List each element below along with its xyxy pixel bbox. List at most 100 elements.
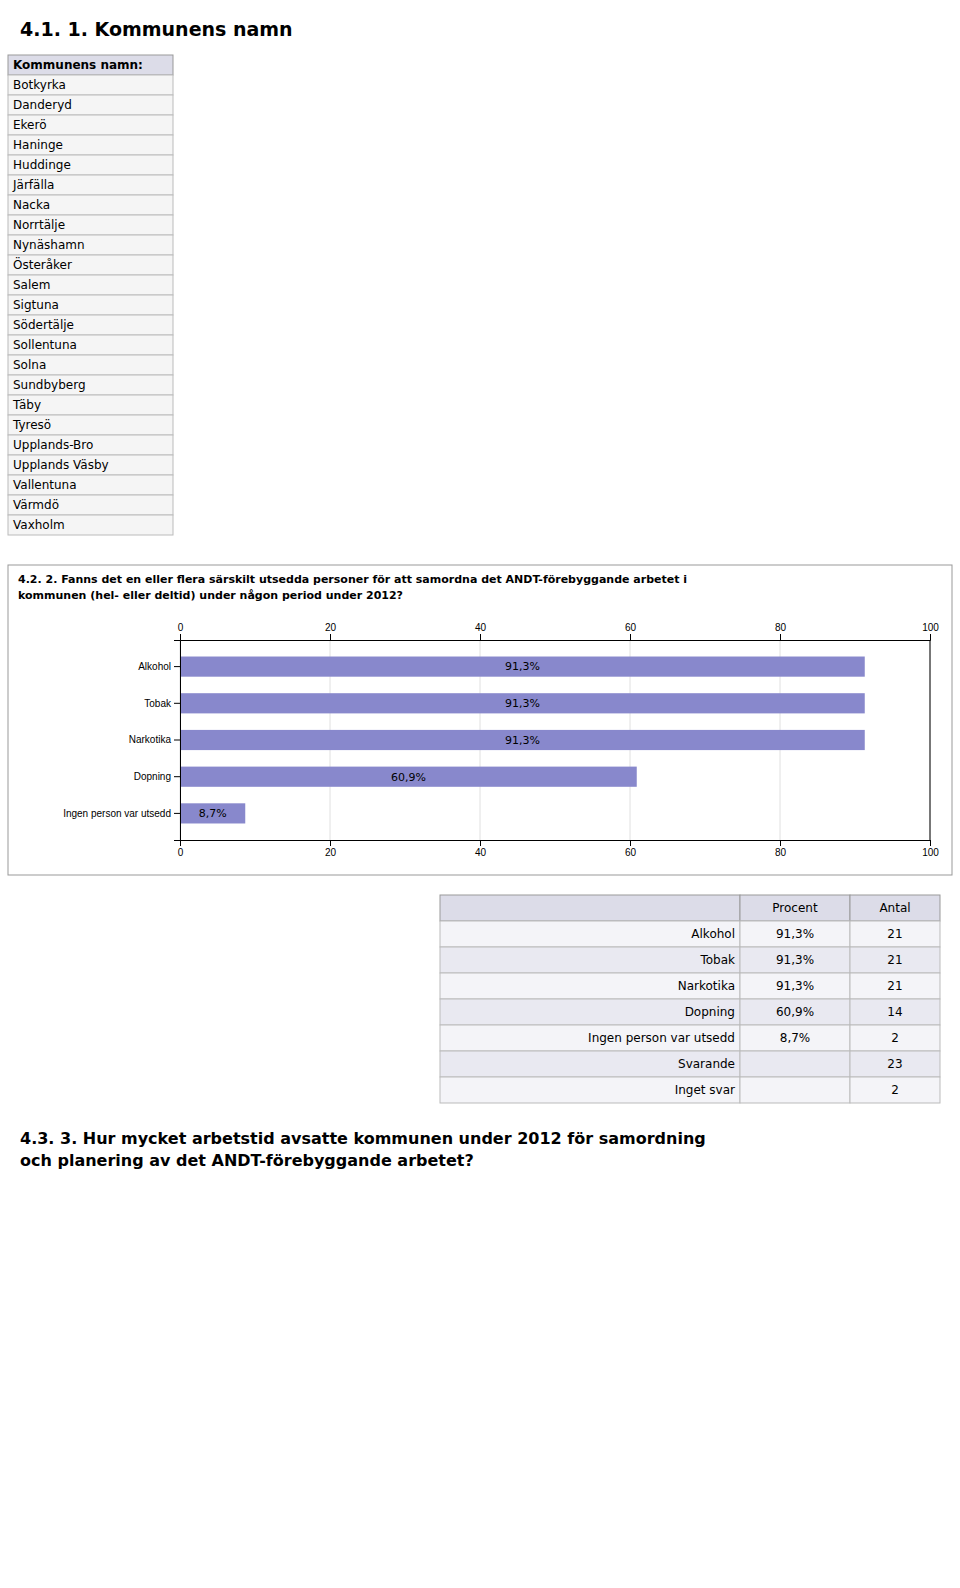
tick: 20 (325, 622, 337, 640)
table-cell-text: Upplands-Bro (13, 438, 93, 452)
table-row-label: Tobak (699, 953, 735, 967)
tick: 80 (775, 622, 787, 640)
table-cell-text: Nacka (13, 198, 50, 212)
tick-mark (480, 840, 481, 846)
table-cell-text: Sundbyberg (13, 378, 86, 392)
table-cell (740, 999, 850, 1025)
tick-mark (174, 666, 180, 667)
tick: 80 (775, 840, 787, 858)
table-cell (8, 195, 173, 215)
tick: Alkohol (138, 661, 180, 672)
table-cell-text: 21 (887, 979, 902, 993)
tick-label: 0 (178, 622, 184, 633)
table-cell-text: 14 (887, 1005, 902, 1019)
tick-mark (180, 634, 181, 640)
x-axis-bottom: 020406080100 (178, 840, 940, 858)
table-cell (8, 255, 173, 275)
table-cell (8, 415, 173, 435)
bars (180, 657, 865, 824)
table-cell (740, 921, 850, 947)
chart-subtitle: kommunen (hel- eller deltid) under någon… (18, 589, 403, 602)
footer-text: 4.3. 3. Hur mycket arbetstid avsatte kom… (20, 1129, 706, 1148)
axis-line (181, 634, 931, 641)
table-cell (8, 355, 173, 375)
tick: 20 (325, 840, 337, 858)
table-cell-text: Danderyd (13, 98, 72, 112)
table-header-cell (850, 895, 940, 921)
tick-label: Alkohol (138, 661, 171, 672)
table-cell (8, 215, 173, 235)
table-cell-text: Österåker (13, 256, 72, 272)
table-row-label: Svarande (678, 1057, 735, 1071)
table-cell-text: Solna (13, 358, 46, 372)
bar (180, 803, 245, 823)
table-cell-text: Södertälje (13, 318, 74, 332)
tick-label: 60 (625, 847, 637, 858)
bar (180, 657, 865, 677)
table-cell-text: Värmdö (13, 498, 59, 512)
tick-mark (930, 840, 931, 846)
tick-label: Dopning (134, 771, 171, 782)
table-cell-text: 91,3% (776, 953, 814, 967)
table-cell (740, 947, 850, 973)
table-cell (740, 973, 850, 999)
table-cell (850, 1077, 940, 1103)
tick-mark (630, 634, 631, 640)
tick-label: 0 (178, 847, 184, 858)
table-cell (440, 1051, 740, 1077)
table-cell (8, 275, 173, 295)
table-cell-text: 91,3% (776, 927, 814, 941)
tick-mark (330, 634, 331, 640)
tick-mark (174, 740, 180, 741)
table-cell (8, 115, 173, 135)
table-cell-text: Haninge (13, 138, 63, 152)
tick: 100 (922, 622, 939, 640)
table-cell-text: Vaxholm (13, 518, 65, 532)
table-cell (8, 175, 173, 195)
table-row-label: Ingen person var utsedd (588, 1031, 735, 1045)
table-cell-text: 60,9% (776, 1005, 814, 1019)
tick: Narkotika (129, 734, 180, 745)
table-cell (440, 1077, 740, 1103)
tick: 60 (625, 840, 637, 858)
grid-line (930, 640, 931, 840)
tick-label: Tobak (144, 698, 172, 709)
table-cell (850, 1025, 940, 1051)
table-cell (8, 135, 173, 155)
table-cell-text: 21 (887, 953, 902, 967)
tick: 40 (475, 622, 487, 640)
table-cell (850, 973, 940, 999)
table-cell (8, 235, 173, 255)
table-cell (740, 1025, 850, 1051)
tick-label: Narkotika (129, 734, 172, 745)
table-cell-text: 8,7% (780, 1031, 811, 1045)
data-label: 60,9% (391, 771, 426, 784)
table-header: Kommunens namn: (13, 58, 143, 72)
bar (180, 693, 865, 713)
table-cell-text: 91,3% (776, 979, 814, 993)
table-row-label: Narkotika (678, 979, 735, 993)
table-cell (8, 155, 173, 175)
table-cell (8, 455, 173, 475)
data-label: 91,3% (505, 734, 540, 747)
tick: Ingen person var utsedd (63, 808, 180, 819)
data-label: 91,3% (505, 697, 540, 710)
tick-mark (174, 703, 180, 704)
table-cell-text: Ekerö (13, 118, 47, 132)
table-cell (8, 495, 173, 515)
table-cell (850, 921, 940, 947)
table-row-label: Dopning (685, 1005, 735, 1019)
table-cell-text: Huddinge (13, 158, 71, 172)
table-cell-text: Salem (13, 278, 50, 292)
table-cell-text: Sigtuna (13, 298, 59, 312)
table-cell-text: Täby (12, 398, 41, 412)
x-axis-top: 020406080100 (178, 622, 940, 641)
table-cell (440, 921, 740, 947)
data-label: 8,7% (199, 807, 227, 820)
table-cell (8, 375, 173, 395)
bar (180, 730, 865, 750)
tick: 0 (178, 840, 184, 858)
table-cell (440, 999, 740, 1025)
tick-mark (780, 840, 781, 846)
tick: Dopning (134, 771, 180, 782)
